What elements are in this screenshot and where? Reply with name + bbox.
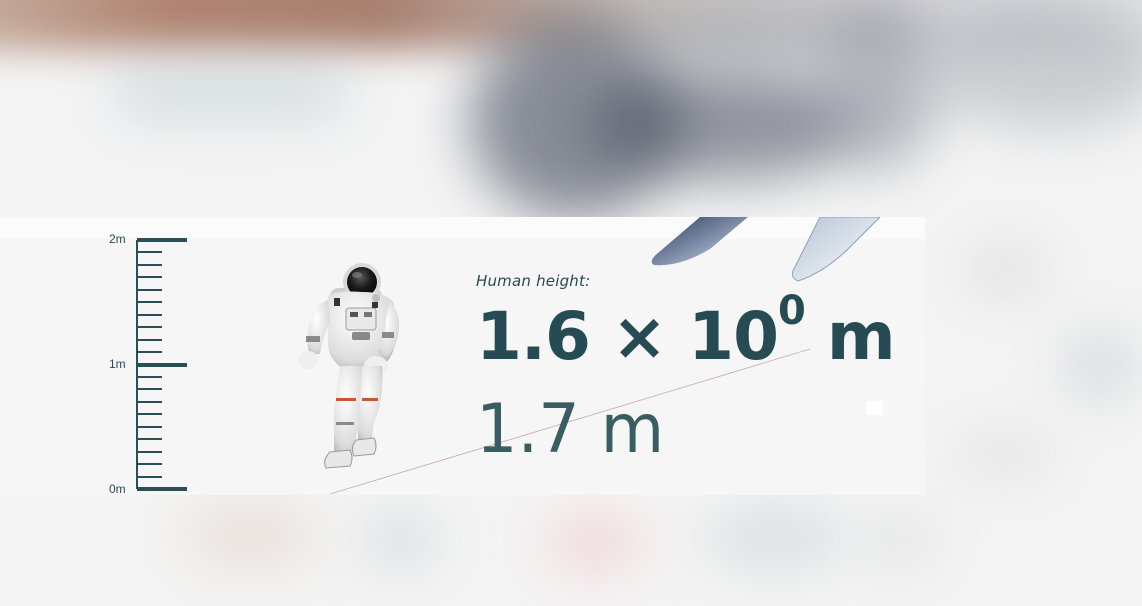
- ruler-label-1m: 1m: [109, 357, 126, 371]
- ruler-major-tick: [137, 238, 187, 242]
- height-ruler: 2m 1m 0m: [0, 0, 200, 606]
- ruler-minor-tick: [137, 376, 162, 378]
- ice-shards-illustration: [651, 217, 881, 282]
- ruler-minor-tick: [137, 388, 162, 390]
- ruler-minor-tick: [137, 451, 162, 453]
- ruler-minor-tick: [137, 264, 162, 266]
- ruler-minor-tick: [137, 289, 162, 291]
- ruler-minor-tick: [137, 276, 162, 278]
- astronaut-figure: [298, 263, 399, 469]
- ruler-minor-tick: [137, 339, 162, 341]
- scientific-exponent: 0: [778, 288, 806, 334]
- white-marker: [866, 401, 883, 415]
- ruler-spine: [136, 240, 138, 489]
- scientific-notation-value: 1.6 × 100 m: [476, 291, 896, 377]
- ruler-minor-tick: [137, 476, 162, 478]
- ruler-major-tick: [137, 487, 187, 491]
- ruler-minor-tick: [137, 413, 162, 415]
- ruler-minor-tick: [137, 314, 162, 316]
- scientific-mantissa: 1.6 × 10: [476, 298, 779, 375]
- plain-value: 1.7 m: [476, 390, 665, 469]
- ruler-minor-tick: [137, 326, 162, 328]
- ruler-minor-tick: [137, 301, 162, 303]
- ruler-minor-tick: [137, 401, 162, 403]
- ruler-minor-tick: [137, 438, 162, 440]
- ruler-label-0m: 0m: [109, 482, 126, 496]
- ruler-minor-tick: [137, 463, 162, 465]
- ruler-label-2m: 2m: [109, 232, 126, 246]
- ruler-major-tick: [137, 363, 187, 367]
- ruler-minor-tick: [137, 251, 162, 253]
- ruler-minor-tick: [137, 351, 162, 353]
- ruler-minor-tick: [137, 426, 162, 428]
- measurement-caption: Human height:: [476, 272, 591, 290]
- scientific-unit: m: [826, 298, 896, 375]
